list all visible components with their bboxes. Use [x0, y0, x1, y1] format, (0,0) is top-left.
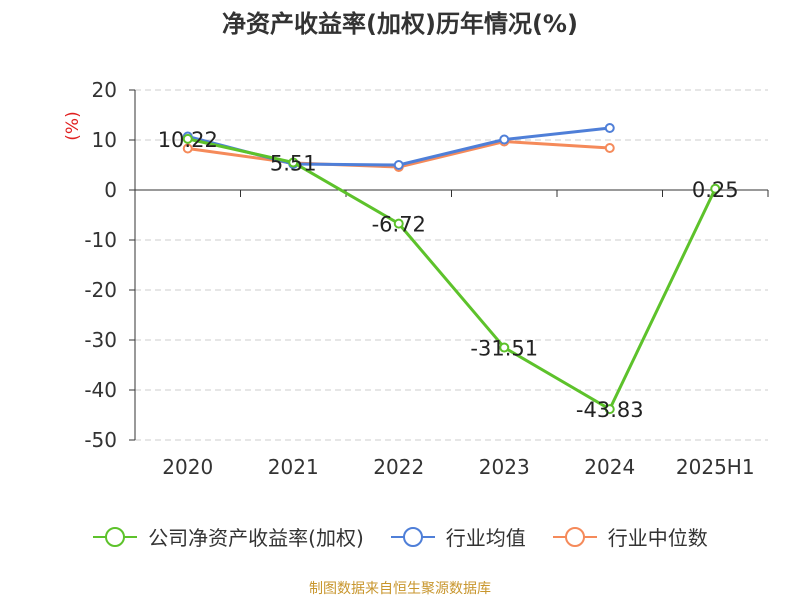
- data-point: [499, 134, 510, 145]
- y-tick-label: -40: [84, 378, 117, 402]
- data-point: [604, 404, 615, 415]
- data-label: 0.25: [692, 178, 739, 202]
- y-tick-label: -10: [84, 228, 117, 252]
- legend-item[interactable]: 公司净资产收益率(加权): [92, 522, 364, 551]
- gridlines: [135, 89, 768, 441]
- series-line: [186, 137, 717, 411]
- data-label: 5.51: [270, 151, 317, 175]
- data-label: -43.83: [576, 398, 644, 422]
- data-point: [710, 183, 721, 194]
- y-axis-unit: (%): [63, 111, 83, 140]
- data-point: [604, 123, 615, 133]
- y-tick-label: -50: [84, 428, 117, 452]
- y-tick-label: 20: [92, 78, 117, 102]
- legend-marker: [105, 526, 126, 547]
- legend-item[interactable]: 行业均值: [390, 522, 526, 551]
- legend-label: 行业中位数: [607, 526, 708, 550]
- x-tick-label: 2021: [268, 455, 319, 479]
- legend-label: 行业均值: [445, 526, 526, 550]
- legend-marker: [564, 526, 585, 547]
- data-point: [288, 157, 299, 168]
- source-footer: 制图数据来自恒生聚源数据库: [309, 581, 491, 597]
- y-tick-label: 10: [92, 128, 117, 152]
- y-tick-label: -30: [84, 328, 117, 352]
- data-point: [182, 133, 193, 144]
- legend-label: 公司净资产收益率(加权): [148, 526, 364, 550]
- x-tick-label: 2023: [479, 455, 530, 479]
- x-tick-label: 2024: [584, 455, 635, 479]
- y-tick-label: -20: [84, 278, 117, 302]
- x-tick-label: 2022: [373, 455, 424, 479]
- legend-marker: [402, 526, 423, 547]
- data-label: -6.72: [372, 213, 426, 237]
- y-tick-label: 0: [104, 178, 117, 202]
- data-label: 10.22: [158, 128, 218, 152]
- data-labels: 10.22 5.51 -6.72 -31.51 -43.83 0.25: [158, 128, 739, 422]
- data-point: [182, 143, 193, 154]
- chart-title: 净资产收益率(加权)历年情况(%): [222, 10, 578, 38]
- x-tick-label: 2025H1: [676, 455, 755, 479]
- data-point: [499, 342, 510, 353]
- data-point: [393, 218, 404, 229]
- data-point: [393, 160, 404, 170]
- legend-item[interactable]: 行业中位数: [552, 522, 708, 551]
- legend-swatch-icon: [552, 526, 597, 547]
- axes: 20 10 0 -10 -20 -30 -40 -50 2020 2021 2022 2023 2024…: [63, 78, 769, 479]
- x-tick-label: 2020: [162, 455, 213, 479]
- legend: 公司净资产收益率(加权) 行业均值 行业中位数: [0, 522, 800, 551]
- data-point: [604, 143, 615, 153]
- data-label: -31.51: [470, 337, 538, 361]
- legend-swatch-icon: [390, 526, 435, 547]
- series-lines: [182, 123, 721, 415]
- series-line: [186, 126, 612, 167]
- legend-swatch-icon: [93, 526, 138, 547]
